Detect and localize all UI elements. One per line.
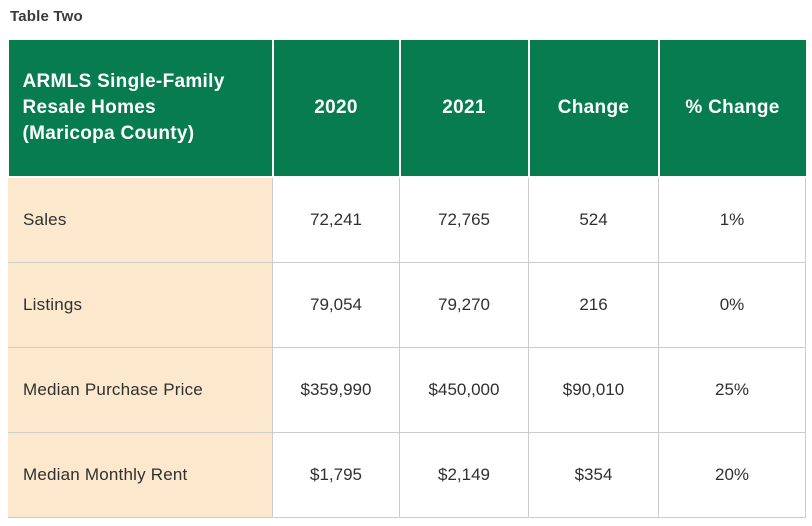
header-cell-change: Change (527, 40, 660, 178)
cell-listings-pct: 0% (658, 261, 806, 348)
cell-listings-2021: 79,270 (399, 261, 529, 348)
cell-sales-2020: 72,241 (272, 176, 400, 263)
cell-rent-change: $354 (528, 431, 659, 518)
cell-price-change: $90,010 (528, 346, 659, 433)
row-label-listings: Listings (8, 261, 273, 348)
cell-rent-2020: $1,795 (272, 431, 400, 518)
cell-listings-2020: 79,054 (272, 261, 400, 348)
cell-listings-change: 216 (528, 261, 659, 348)
cell-rent-pct: 20% (658, 431, 806, 518)
header-cell-2020: 2020 (271, 40, 401, 178)
row-label-median-monthly-rent: Median Monthly Rent (8, 431, 273, 518)
row-label-sales: Sales (8, 176, 273, 263)
table-row: Median Monthly Rent $1,795 $2,149 $354 2… (8, 431, 806, 518)
table-row: Sales 72,241 72,765 524 1% (8, 176, 806, 263)
row-label-median-purchase-price: Median Purchase Price (8, 346, 273, 433)
data-table: ARMLS Single-Family Resale Homes (Marico… (8, 40, 806, 518)
cell-sales-pct: 1% (658, 176, 806, 263)
table-caption: Table Two (10, 8, 83, 25)
cell-price-2021: $450,000 (399, 346, 529, 433)
header-cell-2021: 2021 (398, 40, 530, 178)
header-cell-row-label: ARMLS Single-Family Resale Homes (Marico… (8, 40, 274, 178)
table-row: Listings 79,054 79,270 216 0% (8, 261, 806, 348)
cell-price-2020: $359,990 (272, 346, 400, 433)
header-row: ARMLS Single-Family Resale Homes (Marico… (8, 40, 806, 178)
table-row: Median Purchase Price $359,990 $450,000 … (8, 346, 806, 433)
cell-price-pct: 25% (658, 346, 806, 433)
cell-sales-2021: 72,765 (399, 176, 529, 263)
cell-sales-change: 524 (528, 176, 659, 263)
header-cell-pct-change: % Change (657, 40, 806, 178)
cell-rent-2021: $2,149 (399, 431, 529, 518)
